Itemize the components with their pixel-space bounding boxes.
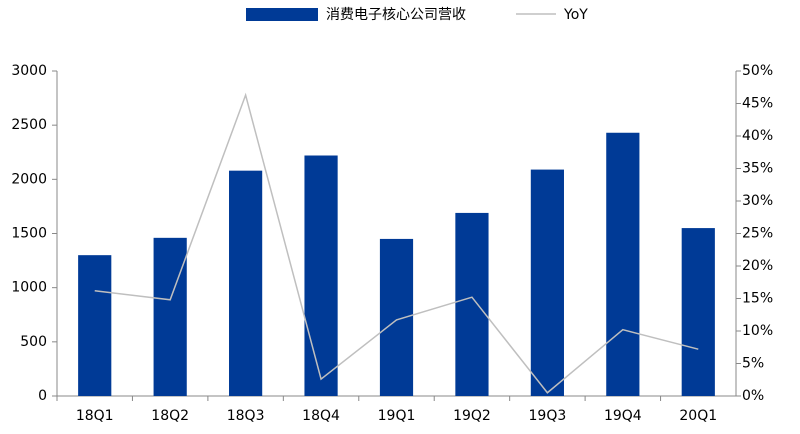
legend-swatch [246,8,318,21]
legend-label: YoY [563,7,588,23]
x-tick-label: 18Q2 [151,408,189,424]
y-tick-label: 2500 [11,117,47,133]
bar [530,169,564,396]
y-tick-label: 0 [38,388,47,404]
y2-tick-label: 50% [742,63,773,79]
y2-tick-label: 5% [742,356,764,372]
x-tick-label: 18Q3 [227,408,265,424]
legend-label: 消费电子核心公司营收 [326,7,466,23]
bar [681,228,715,396]
y2-tick-label: 10% [742,323,773,339]
x-tick-label: 20Q1 [679,408,717,424]
y2-tick-label: 30% [742,193,773,209]
y-tick-label: 2000 [11,171,47,187]
y-tick-label: 1000 [11,280,47,296]
x-tick-label: 19Q2 [453,408,491,424]
y2-tick-label: 15% [742,291,773,307]
bar [455,212,489,396]
y2-tick-label: 45% [742,96,773,112]
y2-tick-label: 0% [742,388,764,404]
x-tick-label: 19Q4 [604,408,642,424]
bar [379,238,414,396]
bar [229,170,263,396]
line [94,92,699,394]
y2-tick-label: 40% [742,128,773,144]
x-tick-label: 19Q3 [529,408,567,424]
x-tick-label: 18Q1 [76,408,114,424]
y-tick-label: 500 [20,334,47,350]
bar [606,132,640,396]
y2-tick-label: 35% [742,161,773,177]
x-tick-label: 18Q4 [302,408,340,424]
y2-tick-label: 25% [742,226,773,242]
y-tick-label: 3000 [11,63,47,79]
bar [304,155,338,396]
bar [78,255,112,396]
y-tick-label: 1500 [11,226,47,242]
x-tick-label: 19Q1 [378,408,416,424]
y2-tick-label: 20% [742,258,773,274]
bar [153,237,187,396]
